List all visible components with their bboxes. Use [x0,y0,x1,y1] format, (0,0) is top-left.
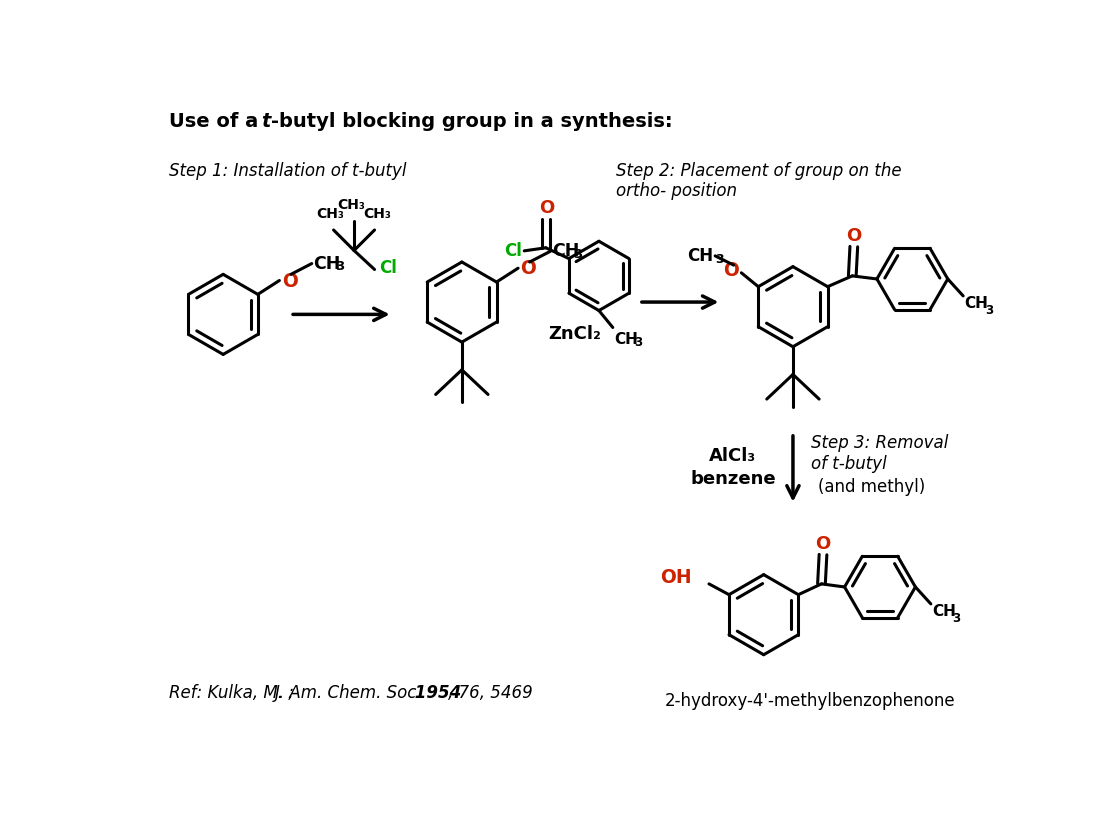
Text: O: O [816,535,830,553]
Text: t: t [261,112,271,131]
Text: 2-hydroxy-4'-methylbenzophenone: 2-hydroxy-4'-methylbenzophenone [664,692,955,710]
Text: 3: 3 [635,336,642,349]
Text: CH: CH [552,242,580,260]
Text: CH: CH [614,332,638,347]
Text: (and methyl): (and methyl) [818,478,925,496]
Text: 1954: 1954 [410,684,462,702]
Text: of t-butyl: of t-butyl [811,455,887,473]
Text: O: O [520,259,536,278]
Text: Step 1: Installation of t-butyl: Step 1: Installation of t-butyl [169,162,406,181]
Text: Cl: Cl [504,242,523,260]
Text: CH₃: CH₃ [316,206,344,221]
Text: Step 2: Placement of group on the: Step 2: Placement of group on the [616,162,901,181]
Text: CH: CH [932,604,956,619]
Text: 3: 3 [985,304,993,318]
Text: ortho- position: ortho- position [616,182,737,200]
Text: Ref: Kulka, M. ;: Ref: Kulka, M. ; [169,684,300,702]
Text: benzene: benzene [690,470,775,487]
Text: AlCl₃: AlCl₃ [709,446,757,465]
Text: J. Am. Chem. Soc.: J. Am. Chem. Soc. [274,684,423,702]
Text: CH: CH [687,247,714,265]
Text: 3: 3 [952,613,961,625]
Text: O: O [539,199,554,217]
Text: -butyl blocking group in a synthesis:: -butyl blocking group in a synthesis: [271,112,672,131]
Text: CH₃: CH₃ [337,198,365,212]
Text: CH₃: CH₃ [363,206,391,221]
Text: CH: CH [965,296,988,311]
Text: Step 3: Removal: Step 3: Removal [811,434,949,452]
Text: 3: 3 [573,248,583,261]
Text: , 76, 5469: , 76, 5469 [448,684,533,702]
Text: CH: CH [313,254,340,273]
Text: 3: 3 [715,252,724,266]
Text: 3: 3 [335,261,344,273]
Text: O: O [847,227,862,245]
Text: ZnCl₂: ZnCl₂ [549,325,602,343]
Text: O: O [724,261,739,280]
Text: OH: OH [660,568,692,587]
Text: O: O [282,272,298,291]
Text: Cl: Cl [379,258,397,277]
Text: Use of a: Use of a [169,112,266,131]
